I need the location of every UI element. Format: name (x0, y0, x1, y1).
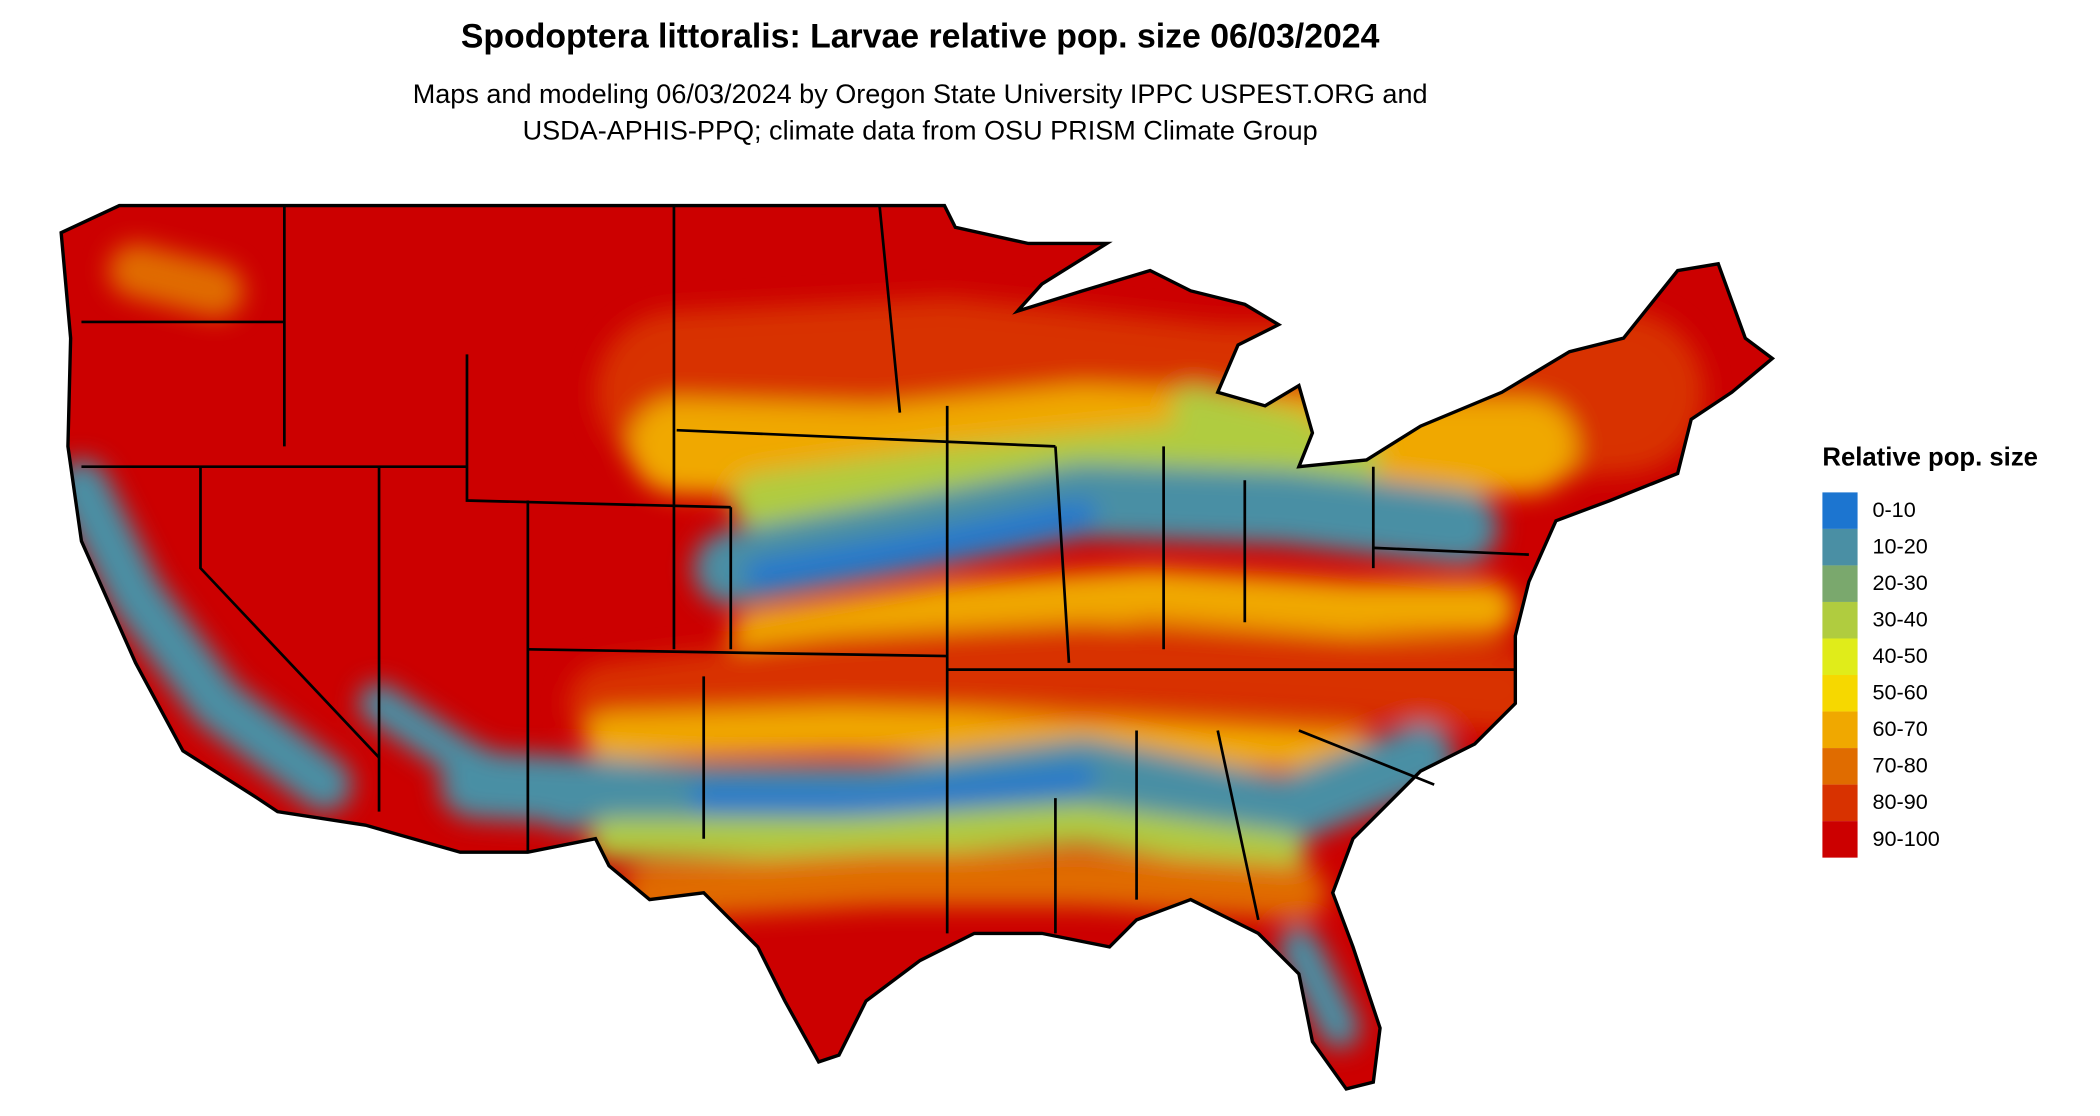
zone (622, 852, 1326, 920)
state-border (878, 205, 902, 413)
zone (1278, 926, 1360, 1049)
legend-label: 10-20 (1872, 534, 1927, 559)
subtitle-line: Maps and modeling 06/03/2024 by Oregon S… (413, 79, 1428, 109)
zone (588, 804, 1306, 873)
legend-swatch (1822, 565, 1858, 602)
legend-swatch (1822, 711, 1858, 749)
legend-label: 90-100 (1872, 826, 1939, 851)
legend-swatch (1822, 638, 1858, 676)
legend-label: 0-10 (1872, 497, 1915, 522)
zone-group (61, 243, 1705, 1049)
state-border (1373, 546, 1529, 556)
zone (730, 568, 1516, 663)
legend-swatch (1822, 601, 1858, 639)
legend-label: 30-40 (1872, 607, 1927, 632)
state-border (1298, 729, 1435, 786)
legend-title: Relative pop. size (1822, 443, 2038, 471)
legend: 0-10 10-20 20-30 30-40 40-50 50-60 60-70 70-80 8… (1822, 492, 1940, 858)
legend-label: 50-60 (1872, 680, 1927, 705)
zones (61, 243, 1705, 1049)
zone (730, 419, 1381, 528)
legend-label: 60-70 (1872, 716, 1927, 741)
us-map (59, 203, 1776, 1091)
legend-swatch (1822, 675, 1858, 712)
legend-swatch (1822, 492, 1858, 529)
title: Spodoptera littoralis: Larvae relative p… (461, 17, 1380, 55)
state-border (527, 647, 948, 658)
zone (108, 243, 244, 318)
zone (568, 622, 1543, 745)
subtitle-line: USDA-APHIS-PPQ; climate data from OSU PR… (523, 115, 1318, 145)
zone (358, 683, 589, 832)
state-border (465, 354, 731, 509)
zone (585, 706, 1377, 775)
state-border (1216, 730, 1260, 921)
zone (61, 459, 352, 812)
legend-swatch (1822, 528, 1858, 566)
legend-label: 20-30 (1872, 570, 1927, 595)
legend-swatch (1822, 784, 1858, 822)
legend-label: 40-50 (1872, 643, 1927, 668)
zone (744, 500, 1096, 589)
legend-label: 70-80 (1872, 753, 1927, 778)
state-border (676, 428, 1056, 448)
legend-swatch (1822, 748, 1858, 785)
zone (691, 765, 1095, 813)
legend-swatch (1822, 821, 1858, 858)
us-outline (59, 203, 1776, 1091)
zone (1170, 385, 1320, 454)
state-border (1054, 446, 1071, 663)
legend-label: 80-90 (1872, 789, 1927, 814)
state-border (199, 466, 381, 759)
